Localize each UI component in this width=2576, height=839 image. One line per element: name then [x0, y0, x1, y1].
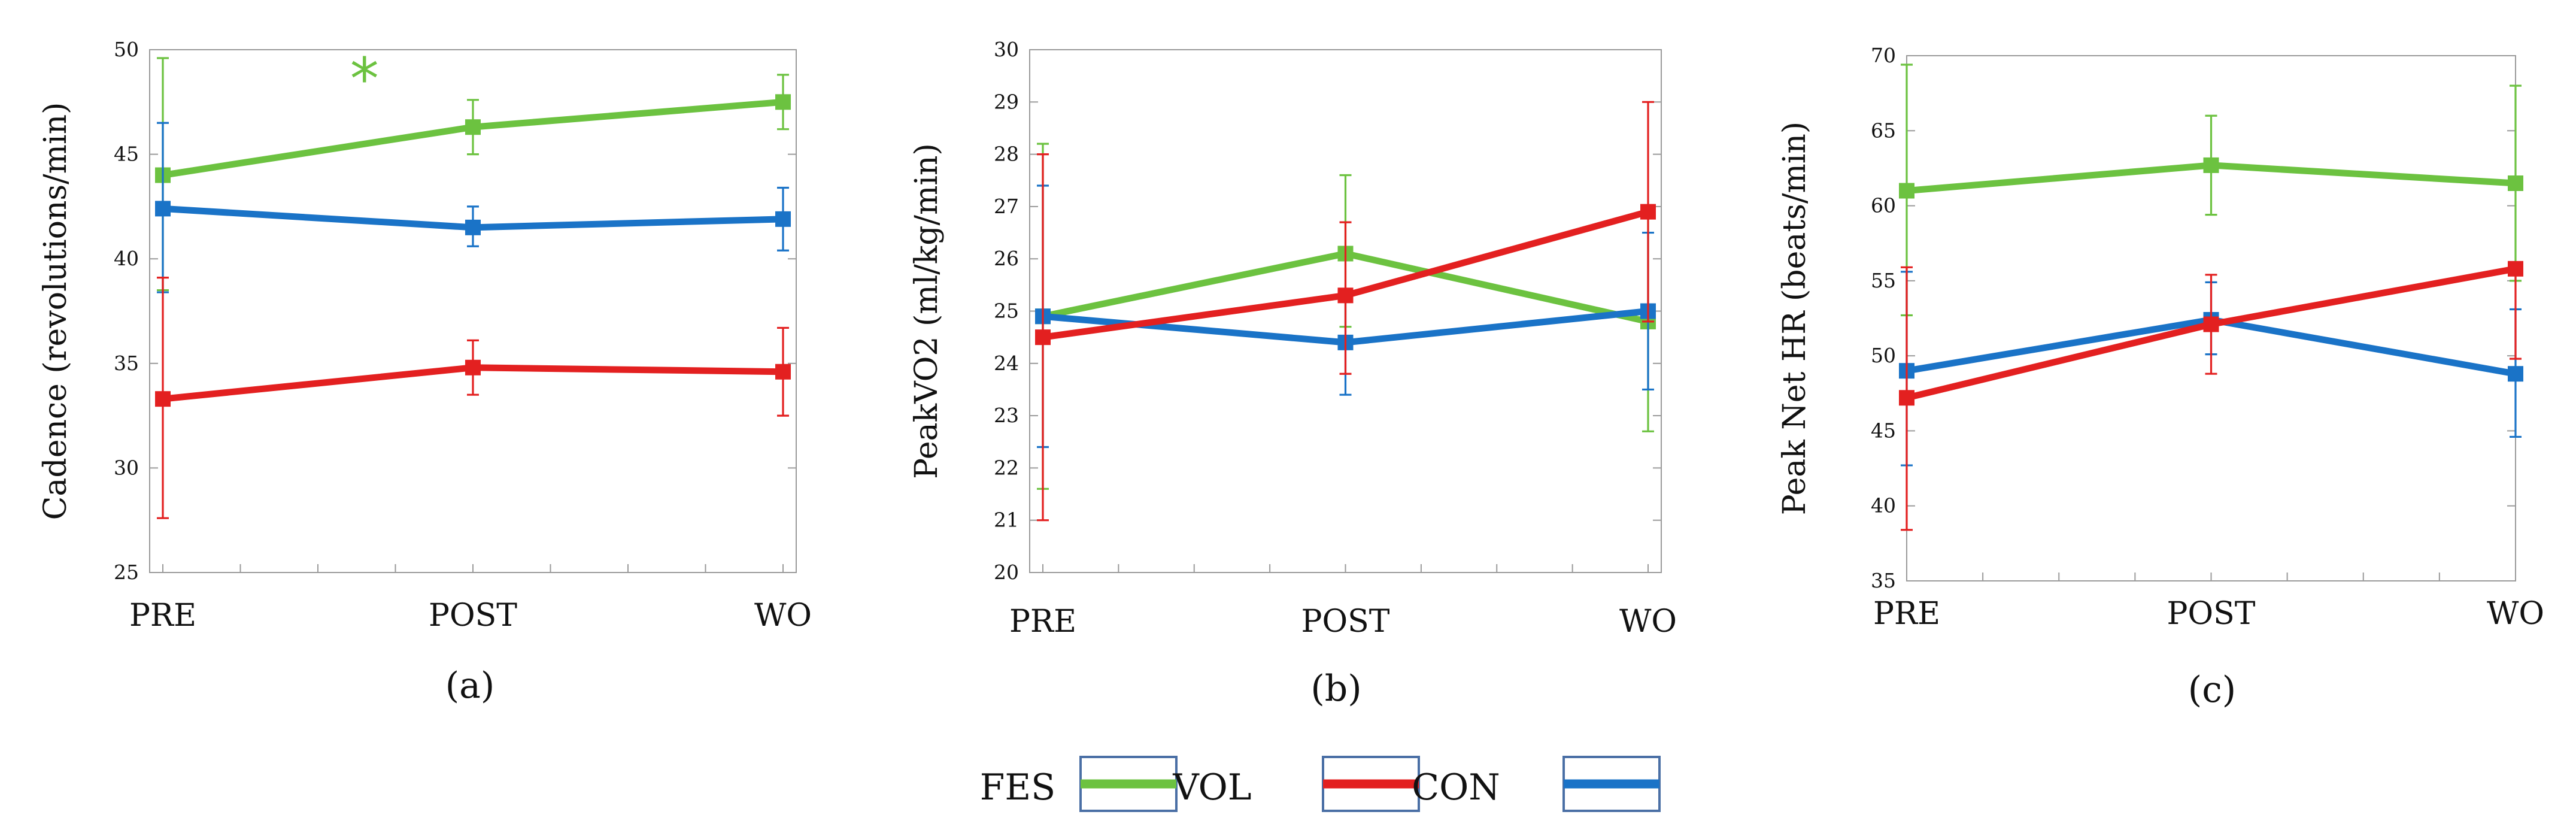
y-tick-label: 40	[114, 247, 139, 270]
data-point-con	[155, 201, 171, 217]
panel-c: 35 40 45 50 55 60 65 70 PRE POST WO Peak Net HR (be…	[1777, 44, 2544, 711]
y-tick-label: 30	[994, 38, 1019, 61]
x-tick-label: PRE	[1009, 604, 1076, 640]
y-tick-label: 55	[1871, 269, 1896, 292]
data-point-fes	[2203, 157, 2219, 173]
y-tick-label: 23	[994, 404, 1019, 427]
y-tick-label: 26	[994, 247, 1019, 270]
panel-label: (b)	[1310, 668, 1361, 710]
x-tick-label: PRE	[129, 598, 196, 634]
y-tick-label: 40	[1871, 494, 1896, 517]
data-point-fes	[2508, 175, 2523, 191]
legend-label-fes: FES	[980, 767, 1056, 808]
series-vol	[155, 277, 791, 519]
data-point-fes	[1899, 183, 1914, 199]
y-tick-label: 28	[994, 143, 1019, 166]
y-tick-label: 25	[114, 561, 139, 584]
y-tick-label: 50	[1871, 344, 1896, 367]
panel-label: (c)	[2188, 669, 2236, 711]
data-point-con	[2508, 366, 2523, 382]
y-tick-label: 27	[994, 195, 1019, 218]
panel-a: 25 30 35 40 45 50 PRE POST WO Cadence (revolution…	[38, 38, 812, 707]
data-point-fes	[465, 119, 481, 135]
x-tick-label: WO	[2487, 596, 2544, 632]
data-point-con	[775, 211, 791, 227]
panel-b: 20 21 22 23 24 25 26 27 28 29 30 PRE POST WO PeakVO2 (…	[909, 38, 1677, 710]
data-point-vol	[155, 391, 171, 407]
legend: FES VOL CON	[980, 756, 1661, 812]
data-point-con	[465, 219, 481, 235]
data-point-vol	[1640, 204, 1656, 220]
data-point-vol	[1035, 329, 1051, 346]
data-point-vol	[2203, 316, 2219, 332]
y-tick-label: 35	[114, 352, 139, 375]
x-tick-label: PRE	[1873, 596, 1940, 632]
y-axis-label: Peak Net HR (beats/min)	[1777, 122, 1813, 515]
y-tick-label: 21	[994, 508, 1019, 532]
y-tick-label: 29	[994, 90, 1019, 113]
x-tick-label: POST	[429, 598, 517, 634]
series-vol	[1899, 261, 2523, 531]
data-point-vol	[465, 359, 481, 375]
y-tick-label: 60	[1871, 194, 1896, 217]
y-tick-label: 30	[114, 456, 139, 479]
series-con	[155, 122, 791, 293]
panel-label: (a)	[445, 665, 495, 707]
series-fes	[155, 57, 791, 292]
y-tick-label: 45	[114, 143, 139, 166]
y-tick-label: 24	[994, 352, 1019, 375]
significance-star: *	[350, 46, 379, 113]
x-tick-label: WO	[1619, 604, 1677, 640]
legend-label-vol: VOL	[1172, 767, 1251, 808]
y-tick-label: 20	[994, 561, 1019, 584]
data-point-vol	[2508, 261, 2523, 277]
data-point-vol	[775, 364, 791, 380]
data-point-fes	[775, 94, 791, 110]
data-point-vol	[1337, 287, 1354, 304]
legend-label-con: CON	[1412, 767, 1500, 808]
series-fes	[1899, 63, 2523, 317]
x-tick-label: POST	[2167, 596, 2256, 632]
y-tick-label: 35	[1871, 569, 1896, 592]
y-axis-label: Cadence (revolutions/min)	[38, 102, 74, 520]
y-tick-label: 70	[1871, 44, 1896, 67]
y-axis-label: PeakVO2 (ml/kg/min)	[909, 143, 945, 479]
data-point-vol	[1899, 390, 1914, 406]
y-tick-label: 65	[1871, 119, 1896, 142]
x-tick-label: WO	[754, 598, 812, 634]
y-tick-label: 45	[1871, 419, 1896, 442]
y-tick-label: 22	[994, 456, 1019, 479]
x-tick-label: POST	[1301, 604, 1390, 640]
y-tick-label: 25	[994, 299, 1019, 323]
y-tick-label: 50	[114, 38, 139, 61]
series-vol	[1035, 101, 1656, 522]
